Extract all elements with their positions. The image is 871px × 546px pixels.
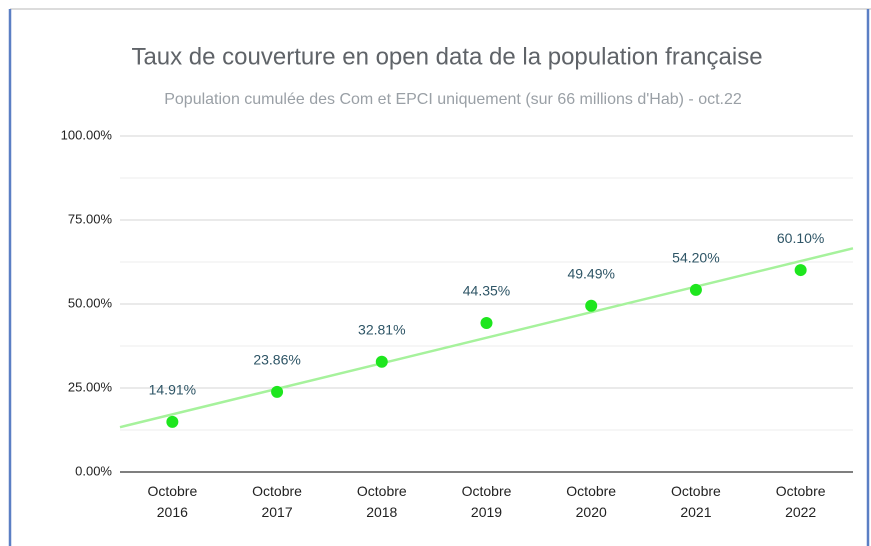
x-tick-label: Octobre 2020 — [566, 483, 616, 520]
data-point — [689, 283, 702, 296]
y-tick-label: 25.00% — [68, 379, 113, 394]
x-tick-label: Octobre 2018 — [357, 483, 407, 520]
data-point — [271, 385, 284, 398]
x-tick-label: Octobre 2021 — [671, 483, 721, 520]
data-label: 32.81% — [358, 321, 405, 337]
y-tick-label: 50.00% — [68, 295, 113, 310]
data-label: 23.86% — [253, 352, 300, 368]
data-label: 14.91% — [149, 382, 196, 398]
x-tick-label: Octobre 2017 — [252, 483, 302, 520]
data-point — [794, 264, 807, 277]
data-label: 60.10% — [777, 230, 824, 246]
x-tick-label: Octobre 2016 — [147, 483, 197, 520]
y-tick-label: 0.00% — [75, 463, 112, 478]
data-point — [585, 299, 598, 312]
y-tick-label: 75.00% — [68, 211, 113, 226]
chart-title: Taux de couverture en open data de la po… — [131, 43, 762, 70]
data-point — [166, 415, 179, 428]
chart-subtitle: Population cumulée des Com et EPCI uniqu… — [164, 91, 742, 108]
data-point — [375, 355, 388, 368]
y-tick-label: 100.00% — [61, 127, 113, 142]
data-label: 44.35% — [463, 283, 510, 299]
data-label: 54.20% — [672, 250, 719, 266]
x-tick-label: Octobre 2019 — [462, 483, 512, 520]
data-point — [480, 316, 493, 329]
x-tick-label: Octobre 2022 — [776, 483, 826, 520]
trendline — [119, 247, 854, 429]
data-label: 49.49% — [567, 265, 614, 281]
